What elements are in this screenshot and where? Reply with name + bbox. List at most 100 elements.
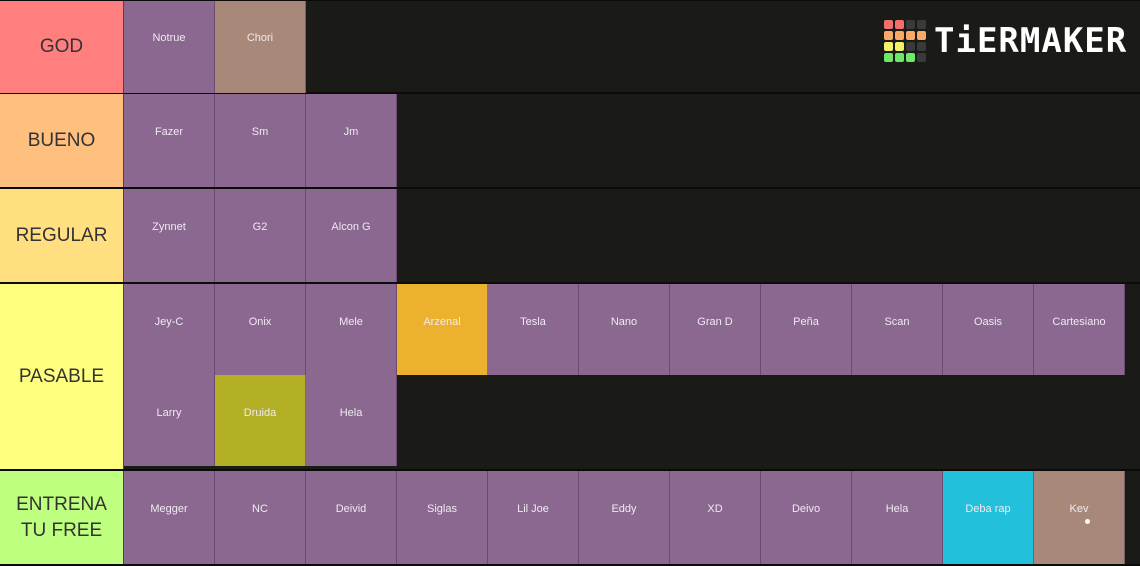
tier-item-label: Fazer: [154, 126, 184, 138]
tier-item-label: Siglas: [427, 503, 457, 515]
tier-item-label: Deivid: [335, 503, 367, 515]
tier-item-label: Hela: [885, 503, 909, 515]
tier-item-card[interactable]: Hela: [852, 471, 943, 564]
tier-item-card[interactable]: G2: [215, 189, 306, 282]
logo-square: [906, 31, 915, 40]
tier-item-card[interactable]: Deivo: [761, 471, 852, 564]
tier-item-card[interactable]: Larry: [124, 375, 215, 466]
tier-item-label: Scan: [884, 316, 910, 328]
tier-item-card[interactable]: Megger: [124, 471, 215, 564]
tier-item-label: Cartesiano: [1052, 316, 1106, 328]
tier-item-card[interactable]: Druida: [215, 375, 306, 466]
tier-item-label: Onix: [248, 316, 272, 328]
tier-item-label: Deivo: [791, 503, 821, 515]
logo-square: [895, 42, 904, 51]
tier-item-label: Jm: [343, 126, 359, 138]
tier-item-card[interactable]: Nano: [579, 284, 670, 375]
tier-item-label: NC: [252, 503, 268, 515]
tier-item-label: Oasis: [973, 316, 1003, 328]
tier-item-card[interactable]: Lil Joe: [488, 471, 579, 564]
tier-item-card[interactable]: Scan: [852, 284, 943, 375]
tier-item-card[interactable]: Cartesiano: [1034, 284, 1125, 375]
tier-item-card[interactable]: Peña: [761, 284, 852, 375]
tier-label[interactable]: REGULAR: [0, 189, 124, 282]
tier-item-card[interactable]: Sm: [215, 94, 306, 187]
tier-item-card[interactable]: Jey-C: [124, 284, 215, 375]
tier-item-label: Arzenal: [423, 316, 461, 328]
tier-item-card[interactable]: Gran D: [670, 284, 761, 375]
tier-row-regular: REGULAR Zynnet G2 Alcon G: [0, 189, 1140, 284]
tier-item-label: Tesla: [520, 316, 546, 328]
tier-item-card[interactable]: Kev: [1034, 471, 1125, 564]
tier-item-label: Kev: [1069, 503, 1089, 515]
logo-square: [884, 31, 893, 40]
tier-item-label: G2: [252, 221, 268, 233]
tier-item-label: Larry: [156, 407, 182, 419]
tier-item-label: Deba rap: [965, 503, 1011, 515]
logo-square: [906, 53, 915, 62]
tier-row-god: GOD Notrue Chori: [0, 0, 1140, 94]
tier-row-bueno: BUENO Fazer Sm Jm: [0, 94, 1140, 189]
logo-square: [906, 42, 915, 51]
tier-item-label: Gran D: [697, 316, 733, 328]
tier-item-card[interactable]: Fazer: [124, 94, 215, 187]
tier-item-label: XD: [707, 503, 723, 515]
logo-grid-icon: [884, 20, 926, 62]
logo-text: TiERMAKER: [934, 21, 1128, 61]
logo-square: [884, 53, 893, 62]
logo-square: [917, 42, 926, 51]
tier-item-card[interactable]: Notrue: [124, 1, 215, 93]
tiermaker-logo: TiERMAKER: [884, 20, 1127, 62]
tier-item-card[interactable]: NC: [215, 471, 306, 564]
tier-item-card[interactable]: Siglas: [397, 471, 488, 564]
tier-item-card[interactable]: Mele: [306, 284, 397, 375]
tier-item-card[interactable]: Deivid: [306, 471, 397, 564]
logo-square: [906, 20, 915, 29]
tier-items-container: Notrue Chori: [124, 1, 1140, 93]
logo-square: [884, 20, 893, 29]
tier-item-card[interactable]: Tesla: [488, 284, 579, 375]
tier-item-label: Peña: [793, 316, 819, 328]
tier-row-pasable: PASABLE Jey-C Onix Mele Arzenal Tesla Nano Gran…: [0, 284, 1140, 471]
tier-item-label: Zynnet: [152, 221, 186, 233]
tier-item-label: Eddy: [611, 503, 637, 515]
logo-square: [917, 53, 926, 62]
tier-items-container: Fazer Sm Jm: [124, 94, 1140, 187]
tier-row-entrena-tu-free: ENTRENA TU FREE Megger NC Deivid Siglas Lil J…: [0, 471, 1140, 566]
tier-label[interactable]: ENTRENA TU FREE: [0, 471, 124, 564]
tier-item-label: Nano: [610, 316, 638, 328]
tier-item-card[interactable]: Alcon G: [306, 189, 397, 282]
logo-square: [917, 20, 926, 29]
tier-item-label: Druida: [243, 407, 277, 419]
tier-item-label: Lil Joe: [517, 503, 549, 515]
tier-item-card[interactable]: Oasis: [943, 284, 1034, 375]
tier-item-label: Sm: [251, 126, 269, 138]
tier-item-label: Alcon G: [331, 221, 371, 233]
tier-item-card[interactable]: Zynnet: [124, 189, 215, 282]
tier-item-card[interactable]: Onix: [215, 284, 306, 375]
tier-item-card[interactable]: Hela: [306, 375, 397, 466]
tier-item-card[interactable]: Arzenal: [397, 284, 488, 375]
mouse-cursor-icon: [1085, 519, 1090, 524]
logo-square: [884, 42, 893, 51]
tier-items-container: Jey-C Onix Mele Arzenal Tesla Nano Gran D Peña S…: [124, 284, 1140, 469]
tier-item-card[interactable]: Eddy: [579, 471, 670, 564]
tier-item-label: Hela: [339, 407, 363, 419]
tier-label[interactable]: GOD: [0, 1, 124, 93]
logo-square: [917, 31, 926, 40]
tier-items-container: Megger NC Deivid Siglas Lil Joe Eddy XD Deivo He…: [124, 471, 1140, 564]
logo-square: [895, 31, 904, 40]
tier-item-label: Notrue: [152, 32, 186, 44]
tier-label[interactable]: PASABLE: [0, 284, 124, 469]
tier-label[interactable]: BUENO: [0, 94, 124, 187]
tier-item-label: Mele: [339, 316, 363, 328]
tier-item-card[interactable]: Jm: [306, 94, 397, 187]
tier-items-container: Zynnet G2 Alcon G: [124, 189, 1140, 282]
tier-item-card[interactable]: XD: [670, 471, 761, 564]
logo-square: [895, 53, 904, 62]
tier-item-card[interactable]: Deba rap: [943, 471, 1034, 564]
tier-item-label: Megger: [150, 503, 188, 515]
tier-item-card[interactable]: Chori: [215, 1, 306, 93]
tier-item-label: Chori: [246, 32, 274, 44]
